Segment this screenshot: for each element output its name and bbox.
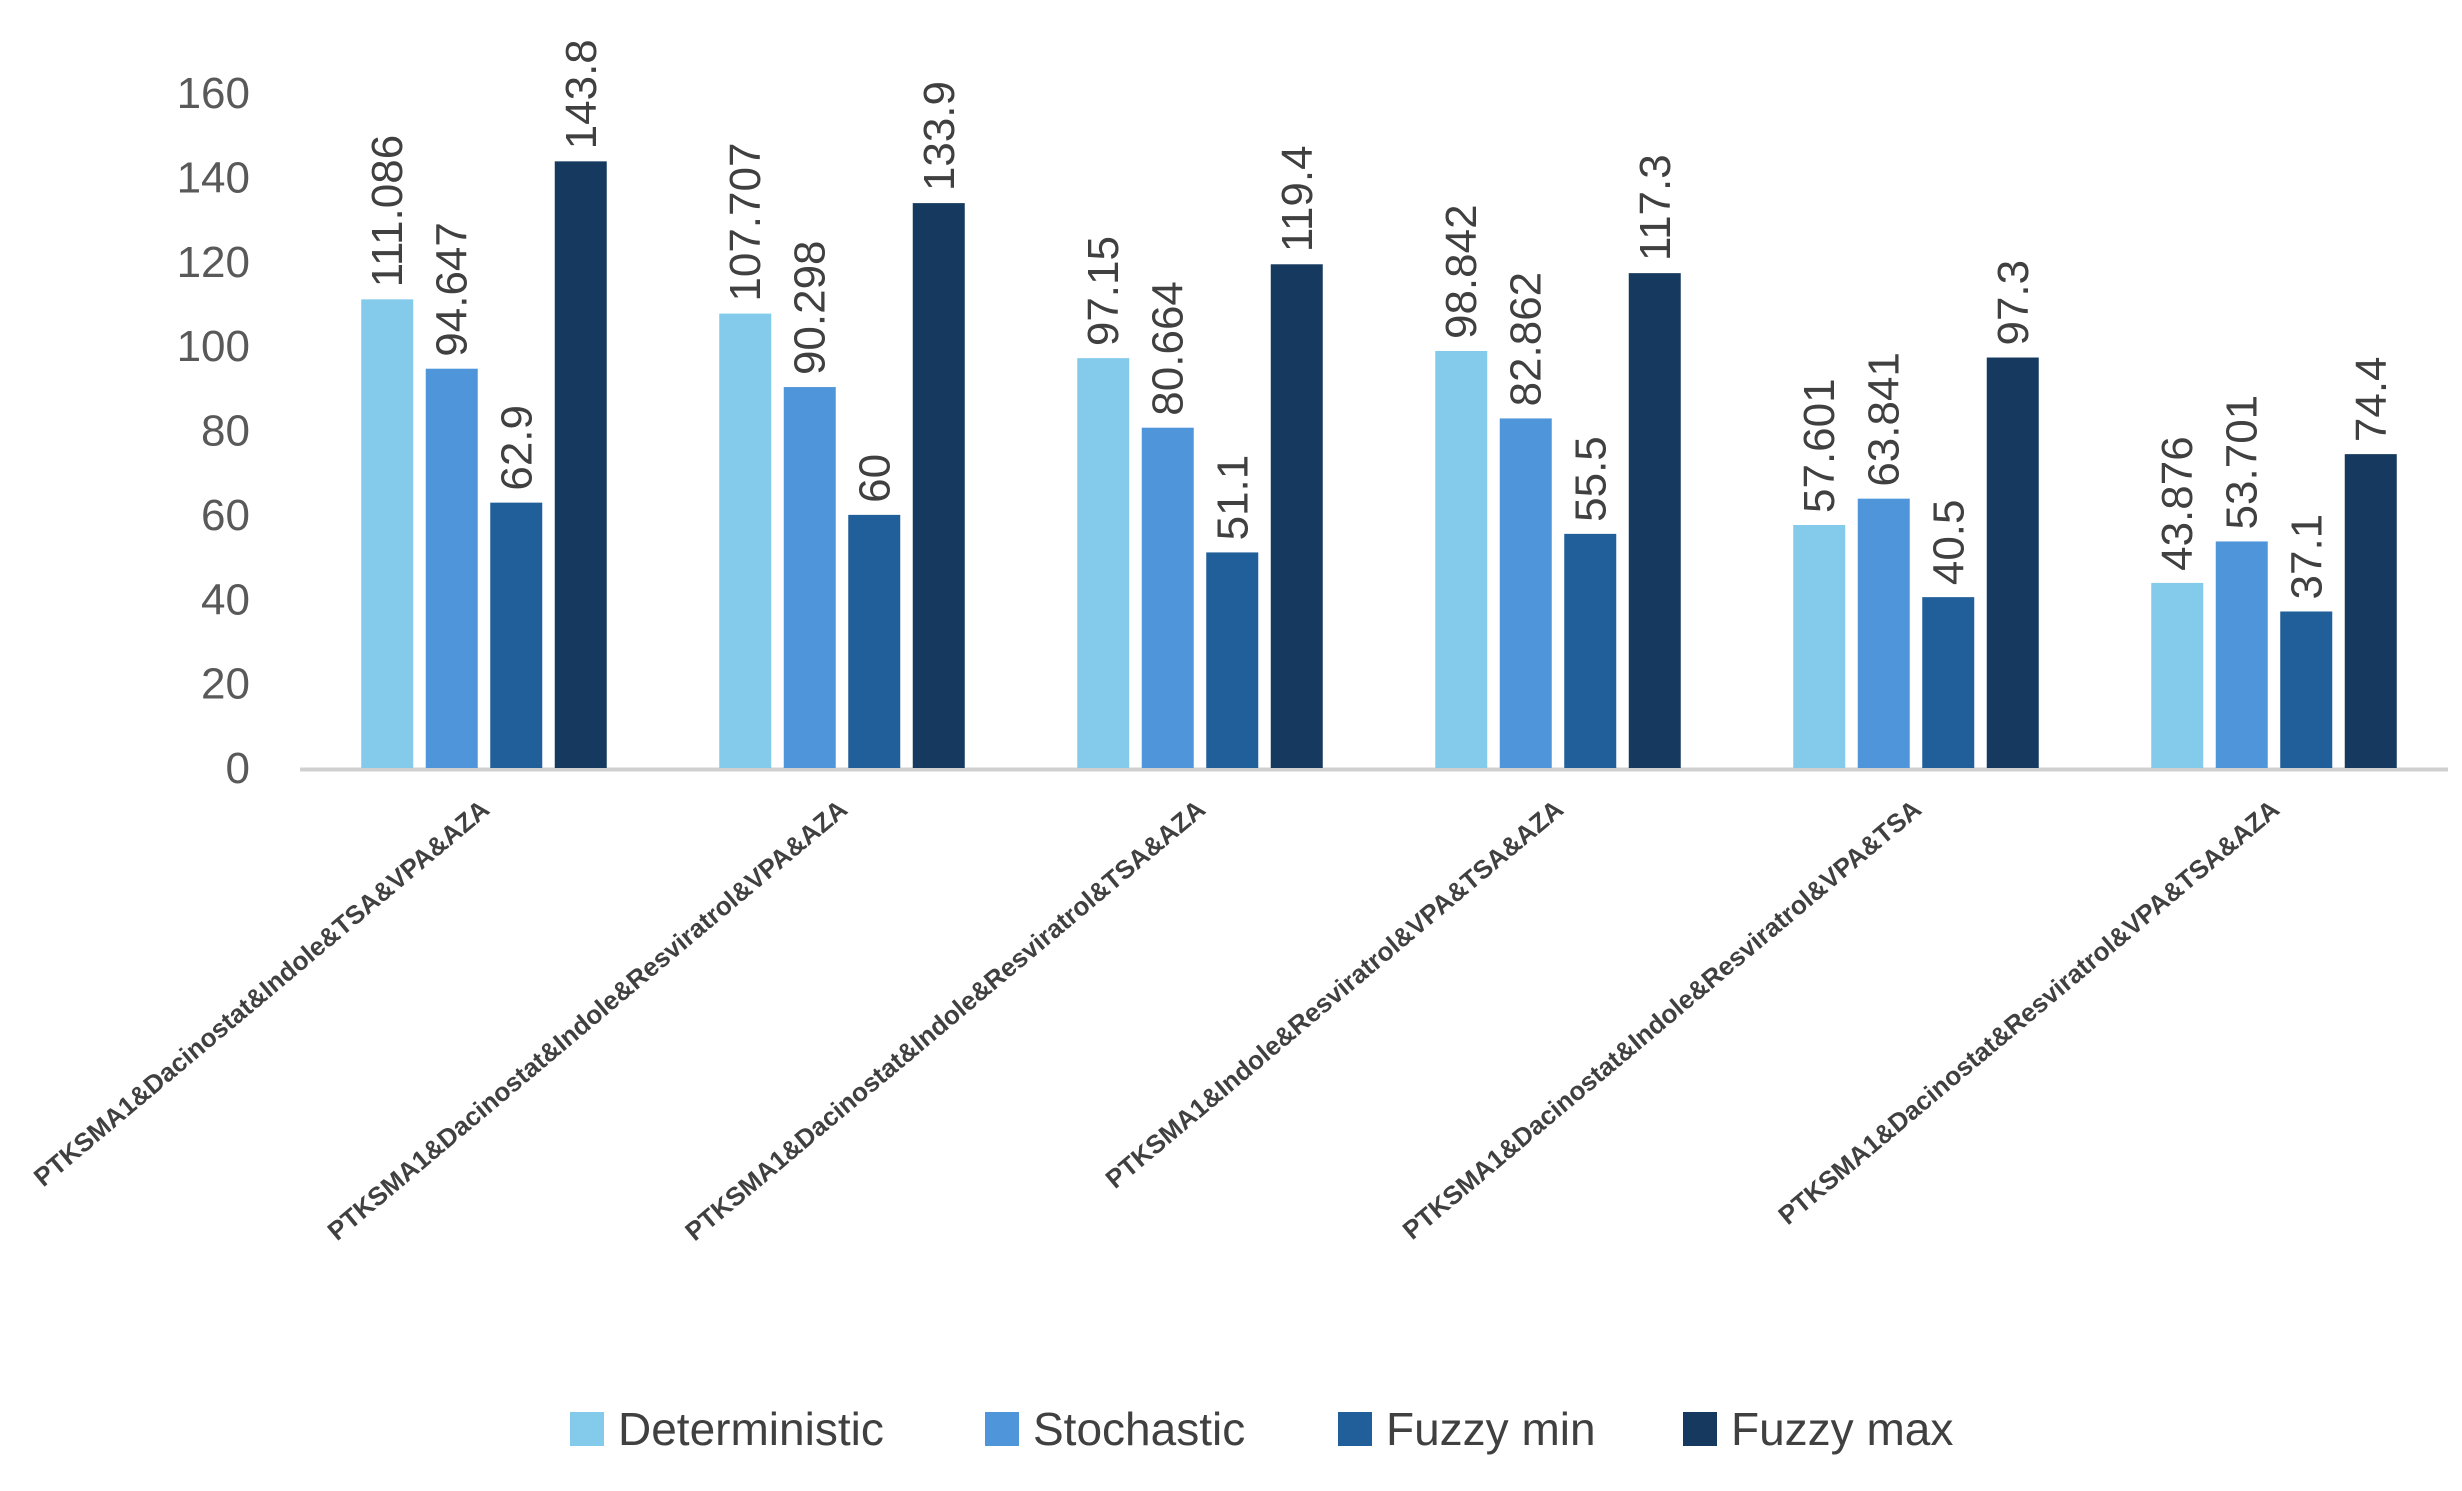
data-label: 82.862 bbox=[1502, 272, 1551, 407]
bar bbox=[361, 299, 414, 768]
data-label: 43.876 bbox=[2153, 436, 2202, 571]
bar bbox=[719, 313, 772, 768]
data-label: 107.707 bbox=[721, 143, 770, 302]
y-tick-label: 80 bbox=[201, 407, 250, 456]
y-tick-label: 160 bbox=[177, 69, 250, 118]
bar bbox=[2151, 582, 2204, 768]
bar bbox=[1077, 358, 1130, 768]
bar bbox=[912, 203, 965, 768]
bar bbox=[1628, 273, 1681, 768]
legend-swatch bbox=[1683, 1412, 1717, 1446]
data-label: 90.298 bbox=[786, 240, 835, 375]
bar bbox=[1270, 264, 1323, 768]
bar bbox=[1857, 498, 1910, 768]
legend-swatch bbox=[570, 1412, 604, 1446]
data-label: 60 bbox=[850, 454, 899, 503]
data-label: 74.4 bbox=[2347, 356, 2396, 442]
bar bbox=[2280, 611, 2333, 768]
bar bbox=[1435, 351, 1488, 768]
bar-marks bbox=[361, 161, 2397, 768]
y-tick-label: 120 bbox=[177, 238, 250, 287]
data-label: 80.664 bbox=[1144, 281, 1193, 416]
bar bbox=[2215, 541, 2268, 768]
data-label: 94.647 bbox=[428, 222, 477, 357]
data-label: 55.5 bbox=[1566, 436, 1615, 522]
category-labels: PTKSMA1&Dacinostat&Indole&TSA&VPA&AZA PTK… bbox=[28, 793, 2285, 1246]
bar bbox=[1793, 524, 1846, 768]
bar bbox=[425, 368, 478, 768]
data-label: 53.701 bbox=[2218, 395, 2267, 530]
data-label: 51.1 bbox=[1208, 455, 1257, 541]
bar bbox=[554, 161, 607, 768]
data-label: 119.4 bbox=[1273, 145, 1322, 252]
bar bbox=[2344, 454, 2397, 768]
legend-swatch bbox=[985, 1412, 1019, 1446]
y-axis-tick-labels: 0 20 40 60 80 100 120 140 160 bbox=[177, 69, 250, 793]
bar bbox=[1206, 552, 1259, 768]
legend-label: Fuzzy min bbox=[1386, 1403, 1596, 1455]
bar bbox=[1499, 418, 1552, 768]
data-label: 98.842 bbox=[1437, 204, 1486, 339]
bar bbox=[1986, 357, 2039, 768]
data-label: 40.5 bbox=[1924, 500, 1973, 586]
data-labels: 111.086 94.647 62.9 143.8 107.707 90.298 60 133… bbox=[363, 39, 2396, 599]
data-label: 37.1 bbox=[2282, 514, 2331, 600]
y-tick-label: 100 bbox=[177, 322, 250, 371]
bar bbox=[783, 387, 836, 768]
data-label: 133.9 bbox=[915, 81, 964, 191]
legend: Deterministic Stochastic Fuzzy min Fuzzy ma… bbox=[570, 1403, 1953, 1455]
legend-label: Fuzzy max bbox=[1731, 1403, 1953, 1455]
data-label: 143.8 bbox=[557, 39, 606, 149]
legend-label: Deterministic bbox=[618, 1403, 884, 1455]
data-label: 62.9 bbox=[492, 405, 541, 491]
y-tick-label: 40 bbox=[201, 575, 250, 624]
y-tick-label: 0 bbox=[226, 744, 250, 793]
data-label: 111.086 bbox=[363, 135, 412, 288]
bar bbox=[1141, 427, 1194, 768]
data-label: 97.3 bbox=[1989, 260, 2038, 346]
category-label: PTKSMA1&Dacinostat&Indole&TSA&VPA&AZA bbox=[28, 793, 495, 1192]
data-label: 117.3 bbox=[1631, 154, 1680, 261]
data-label: 63.841 bbox=[1860, 352, 1909, 487]
data-label: 97.15 bbox=[1079, 236, 1128, 346]
bar bbox=[1922, 597, 1975, 768]
legend-swatch bbox=[1338, 1412, 1372, 1446]
y-tick-label: 140 bbox=[177, 153, 250, 202]
data-label: 57.601 bbox=[1795, 378, 1844, 513]
bar bbox=[1564, 533, 1617, 768]
y-tick-label: 60 bbox=[201, 491, 250, 540]
legend-label: Stochastic bbox=[1033, 1403, 1245, 1455]
y-tick-label: 20 bbox=[201, 660, 250, 709]
bar bbox=[490, 502, 543, 768]
bar bbox=[848, 514, 901, 768]
category-label: PTKSMA1&Indole&Resviratrol&VPA&TSA&AZA bbox=[1100, 793, 1569, 1194]
